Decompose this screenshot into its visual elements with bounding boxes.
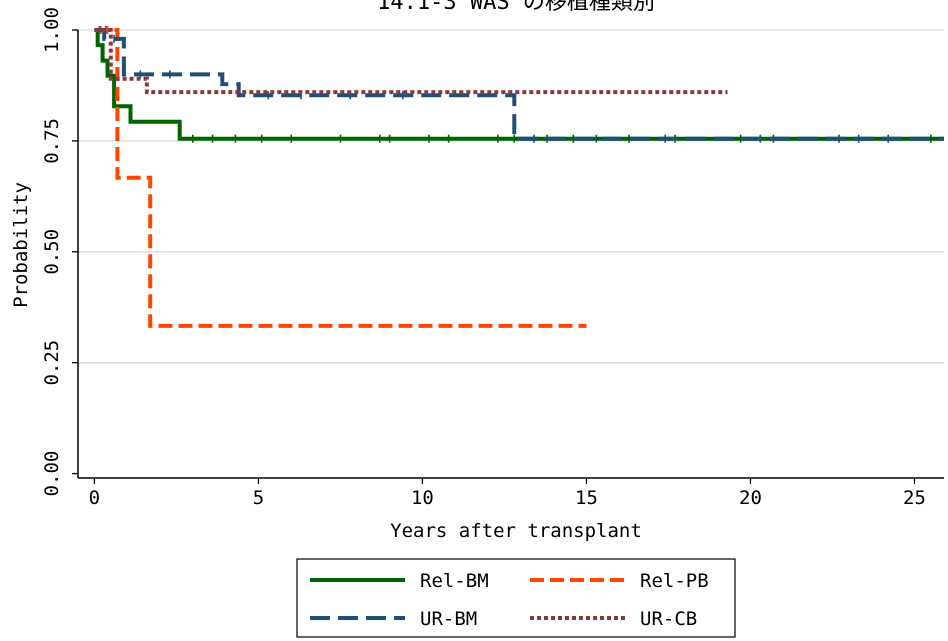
x-tick-label: 0	[89, 487, 100, 509]
series-line-rel-bm	[94, 28, 944, 141]
y-axis-label: Probability	[10, 182, 32, 308]
legend-box	[296, 558, 736, 638]
legend-label: Rel-BM	[420, 570, 489, 592]
x-axis-label: Years after transplant	[390, 520, 642, 542]
series-line-rel-pb	[94, 28, 587, 328]
x-tick-label: 15	[575, 487, 598, 509]
legend-label: Rel-PB	[640, 570, 709, 592]
y-tick-label: 0.75	[41, 118, 63, 164]
series-line-ur-cb	[94, 28, 728, 95]
legend-label: UR-CB	[640, 608, 697, 630]
ticks: 0.00 0.25 0.50 0.75 1.00 0 5 10 15 20 25	[41, 7, 926, 509]
legend-label: UR-BM	[420, 608, 477, 630]
x-tick-label: 10	[411, 487, 434, 509]
y-tick-label: 0.25	[41, 340, 63, 386]
x-tick-label: 25	[903, 487, 926, 509]
y-tick-label: 1.00	[41, 7, 63, 53]
y-tick-label: 0.50	[41, 229, 63, 275]
x-tick-label: 5	[253, 487, 264, 509]
chart-title: 14.1-3 WAS の移植種類別	[377, 0, 655, 15]
y-tick-label: 0.00	[41, 451, 63, 497]
axes	[77, 30, 944, 479]
legend: Rel-BM Rel-PB UR-BM UR-CB	[296, 558, 736, 638]
x-tick-label: 20	[739, 487, 762, 509]
series-line-ur-bm	[94, 28, 944, 141]
series-layer	[94, 26, 944, 328]
gridlines	[78, 29, 944, 364]
